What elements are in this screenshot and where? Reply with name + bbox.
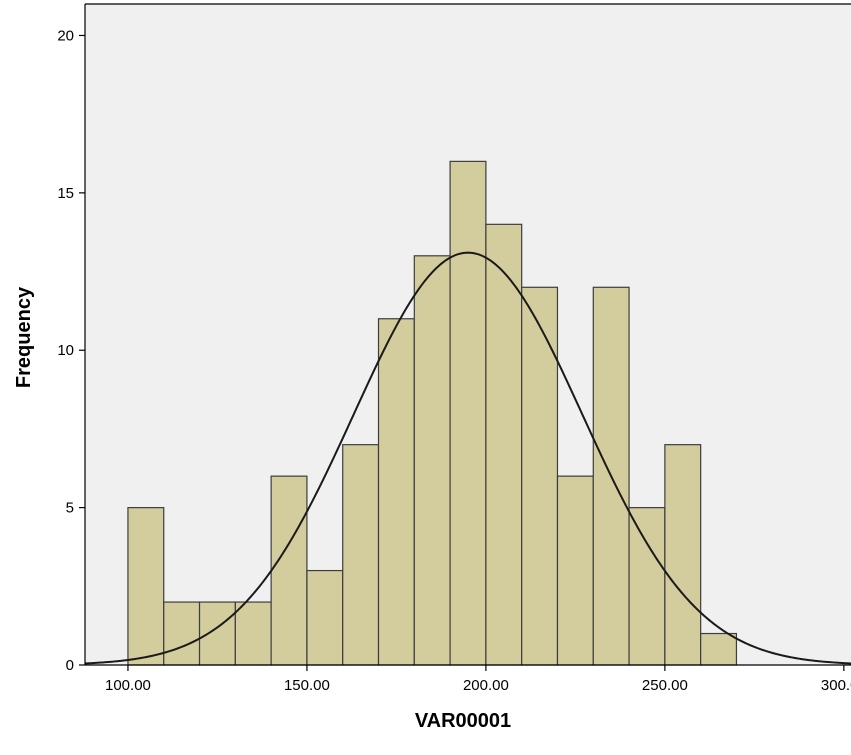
histogram-bar [306, 569, 344, 666]
histogram-bar [413, 255, 451, 666]
y-tick-label: 20 [57, 27, 74, 44]
histogram-bar [449, 160, 487, 666]
y-tick-label: 10 [57, 342, 74, 359]
histogram-bar [556, 475, 594, 666]
y-tick-label: 0 [66, 657, 74, 674]
x-axis-ticks: 100.00 150.00 200.00 250.00 300.00 [105, 665, 851, 694]
y-axis-ticks: 0 5 10 15 20 [57, 27, 85, 674]
histogram-bar [700, 632, 738, 666]
histogram-bar [664, 444, 702, 666]
histogram-bar [127, 507, 165, 666]
histogram-bar [198, 601, 236, 666]
histogram-bar [628, 507, 666, 666]
histogram-bar [485, 223, 523, 666]
x-tick-label: 100.00 [105, 677, 151, 694]
histogram-bar [234, 601, 272, 666]
histogram-bars [127, 160, 738, 666]
normal-curve [84, 251, 851, 665]
histogram-bar [521, 286, 559, 666]
x-tick-label: 200.00 [463, 677, 509, 694]
histogram-bar [163, 601, 201, 666]
histogram-bar [377, 318, 415, 666]
x-tick-label: 250.00 [642, 677, 688, 694]
axes [84, 3, 851, 666]
y-tick-label: 15 [57, 185, 74, 202]
y-tick-label: 5 [66, 500, 74, 517]
y-axis-title: Frequency [13, 286, 35, 388]
x-tick-label: 150.00 [284, 677, 330, 694]
x-tick-label: 300.00 [821, 677, 851, 694]
x-axis-title: VAR00001 [415, 710, 511, 732]
histogram-bar [270, 475, 308, 666]
histogram-bar [342, 444, 380, 666]
